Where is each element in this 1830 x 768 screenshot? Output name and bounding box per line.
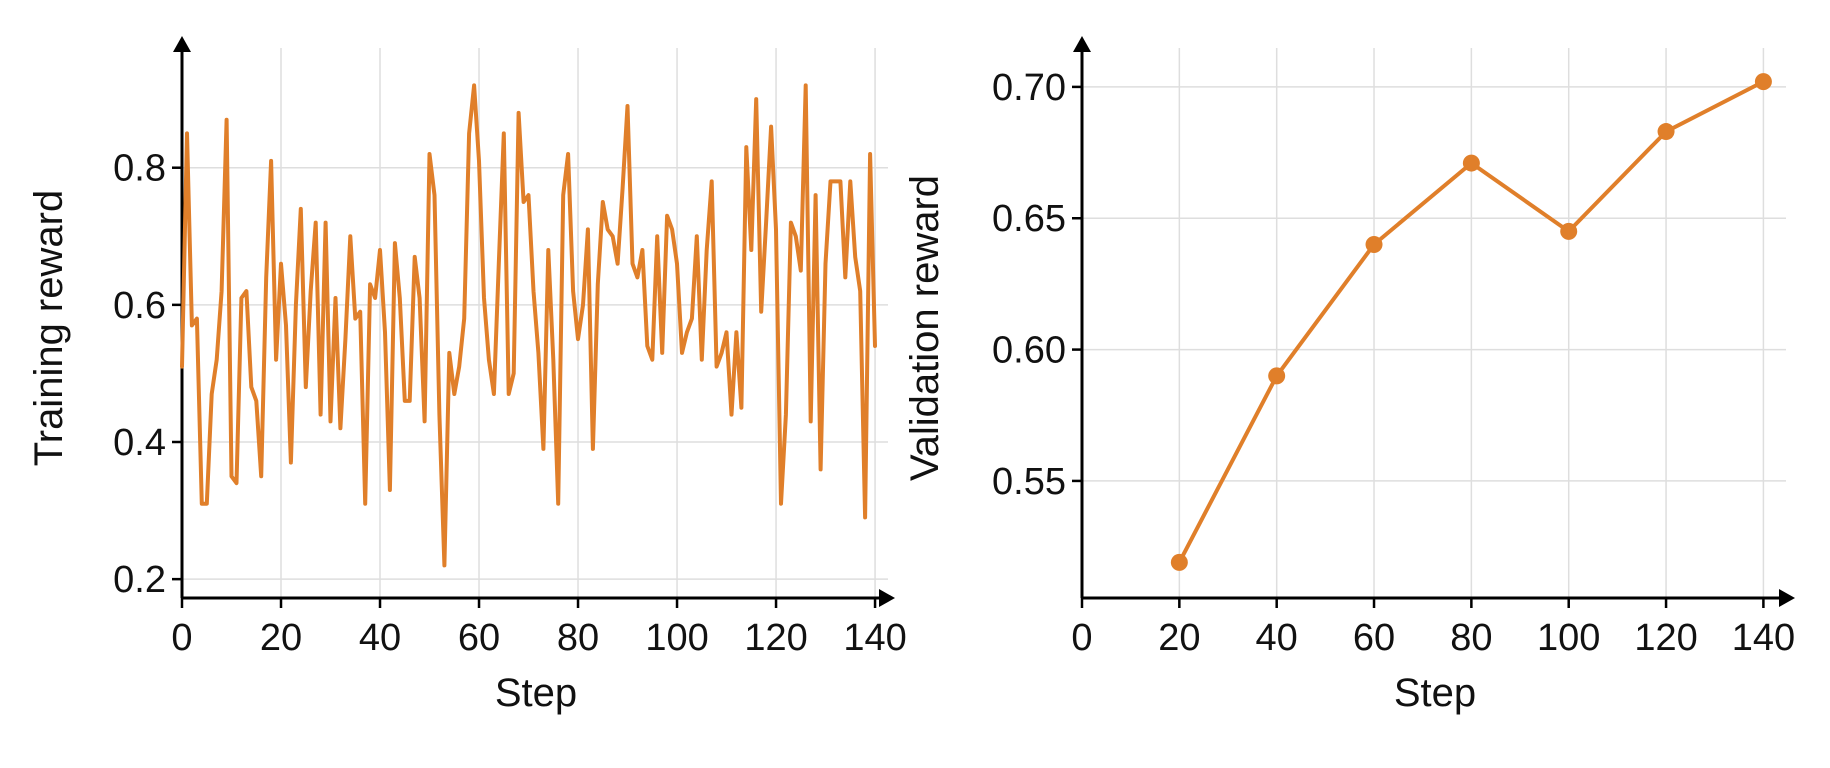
- y-tick-label: 0.2: [113, 559, 166, 601]
- y-tick-label: 0.6: [113, 285, 166, 327]
- data-point: [1462, 154, 1480, 172]
- x-axis-title: Step: [495, 671, 577, 715]
- x-tick-label: 40: [359, 617, 401, 659]
- x-tick-label: 40: [1256, 617, 1298, 659]
- series-line: [180, 83, 877, 568]
- y-axis-arrow: [173, 36, 191, 52]
- y-tick-label: 0.55: [992, 461, 1066, 503]
- y-axis-arrow: [1073, 36, 1091, 52]
- x-tick-label: 140: [843, 617, 906, 659]
- x-tick-label: 140: [1732, 617, 1795, 659]
- x-tick-label: 120: [744, 617, 807, 659]
- x-axis-title: Step: [1394, 671, 1476, 715]
- y-axis-title: Training reward: [27, 190, 71, 466]
- y-tick-label: 0.4: [113, 422, 166, 464]
- x-axis-arrow: [1779, 589, 1795, 607]
- x-tick-label: 100: [1537, 617, 1600, 659]
- x-tick-label: 0: [171, 617, 192, 659]
- training-reward-panel: 0 20 40 60 80 100 120 140 0.2 0.4 0.6 0.8 Step Traini…: [27, 36, 907, 715]
- y-tick-label: 0.70: [992, 67, 1066, 109]
- x-tick-label: 100: [645, 617, 708, 659]
- y-axis-title: Validation reward: [903, 175, 947, 481]
- x-tick-label: 0: [1071, 617, 1092, 659]
- x-tick-label: 120: [1634, 617, 1697, 659]
- data-point: [1754, 73, 1772, 91]
- x-tick-label: 60: [1353, 617, 1395, 659]
- y-tick-label: 0.8: [113, 148, 166, 190]
- y-tick-label: 0.65: [992, 198, 1066, 240]
- x-axis-arrow: [879, 589, 895, 607]
- data-point: [1657, 123, 1675, 141]
- data-point: [1170, 553, 1188, 571]
- y-tick-label: 0.60: [992, 330, 1066, 372]
- data-point: [1365, 236, 1383, 254]
- data-point: [1560, 222, 1578, 240]
- data-point: [1268, 367, 1286, 385]
- validation-reward-panel: 0 20 40 60 80 100 120 140 0.55 0.60 0.65 0.70 Step Va…: [903, 36, 1795, 715]
- x-tick-label: 80: [1450, 617, 1492, 659]
- x-tick-label: 80: [557, 617, 599, 659]
- x-tick-label: 20: [260, 617, 302, 659]
- x-tick-label: 20: [1158, 617, 1200, 659]
- x-tick-label: 60: [458, 617, 500, 659]
